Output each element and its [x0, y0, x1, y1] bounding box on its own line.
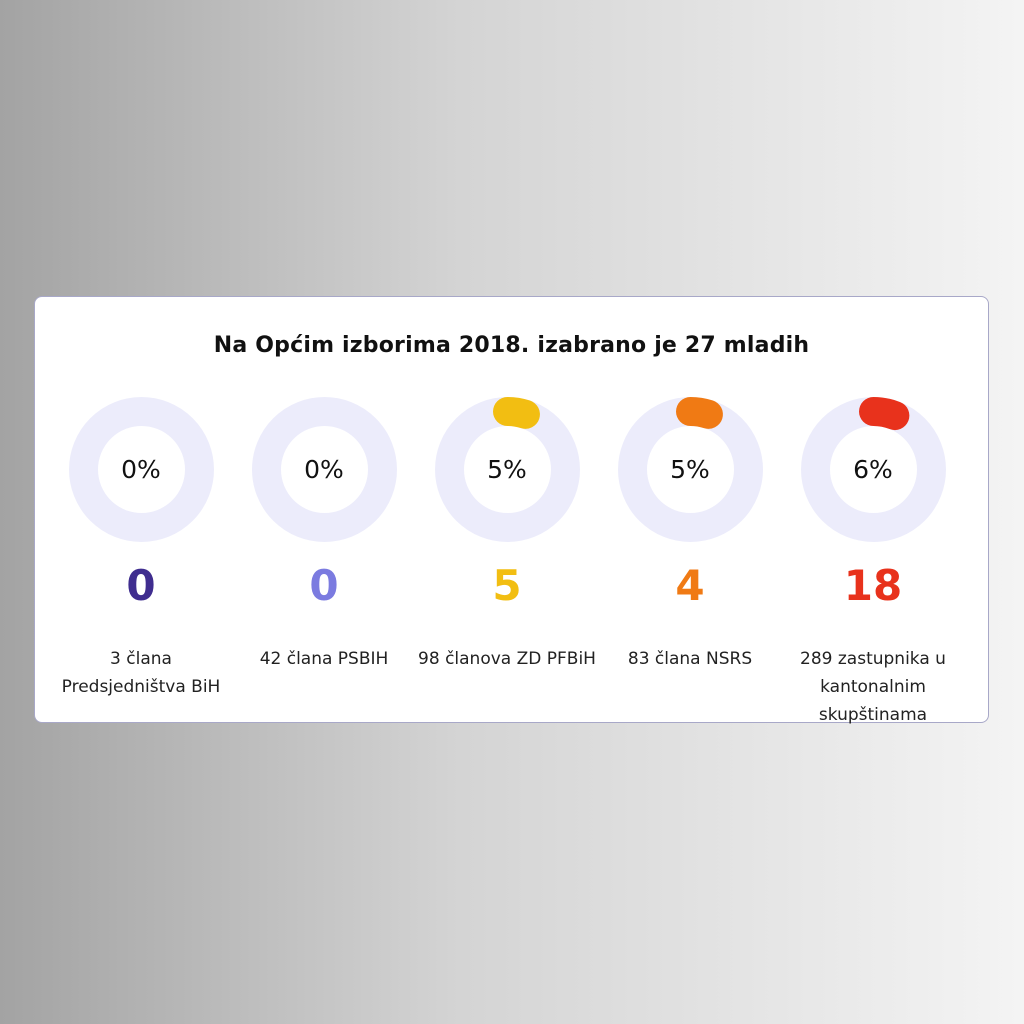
stat-psbih: 0% 0 42 člana PSBIH [232, 397, 416, 717]
stat-presidency: 0% 0 3 člana Predsjedništva BiH [49, 397, 233, 717]
donut-ring-zd-pfbih [435, 397, 580, 542]
percent-label: 6% [853, 455, 893, 484]
donut-ring-cantonal [801, 397, 946, 542]
percent-label: 5% [670, 455, 710, 484]
donut-ring-psbih [252, 397, 397, 542]
percent-label: 5% [487, 455, 527, 484]
count-value: 0 [126, 561, 156, 610]
chart-title: Na Općim izborima 2018. izabrano je 27 m… [213, 333, 810, 358]
percent-label: 0% [304, 455, 344, 484]
body-label: 42 člana PSBIH [259, 649, 389, 669]
body-label: 98 članova ZD PFBiH [418, 649, 596, 669]
stat-cantonal: 6% 18 289 zastupnika u kantonalnim skupš… [781, 397, 965, 725]
count-value: 18 [843, 561, 903, 610]
donut-ring-presidency [69, 397, 214, 542]
donut-track [69, 397, 214, 542]
donut-arc [435, 397, 580, 542]
stat-zd-pfbih: 5% 5 98 članova ZD PFBiH [415, 397, 599, 717]
count-value: 4 [675, 561, 705, 610]
stats-card: Na Općim izborima 2018. izabrano je 27 m… [34, 296, 989, 725]
donut-ring-nsrs [618, 397, 763, 542]
body-label: 83 člana NSRS [627, 649, 753, 669]
donut-track [252, 397, 397, 542]
body-label: 289 zastupnika u kantonalnim skupštinama [800, 649, 946, 725]
count-value: 0 [309, 561, 339, 610]
percent-label: 0% [121, 455, 161, 484]
donut-arc [801, 397, 946, 542]
donut-arc [618, 397, 763, 542]
count-value: 5 [492, 561, 522, 610]
stat-nsrs: 5% 4 83 člana NSRS [598, 397, 782, 717]
body-label: 3 člana Predsjedništva BiH [61, 649, 221, 697]
